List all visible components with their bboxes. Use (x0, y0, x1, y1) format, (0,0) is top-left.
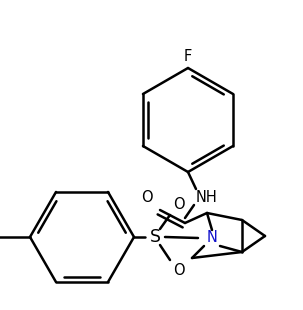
Text: NH: NH (196, 189, 218, 205)
Text: S: S (149, 228, 161, 246)
Text: O: O (173, 197, 185, 212)
Text: N: N (207, 231, 218, 246)
Text: O: O (142, 190, 153, 205)
Text: O: O (173, 263, 185, 278)
Text: F: F (184, 49, 192, 64)
